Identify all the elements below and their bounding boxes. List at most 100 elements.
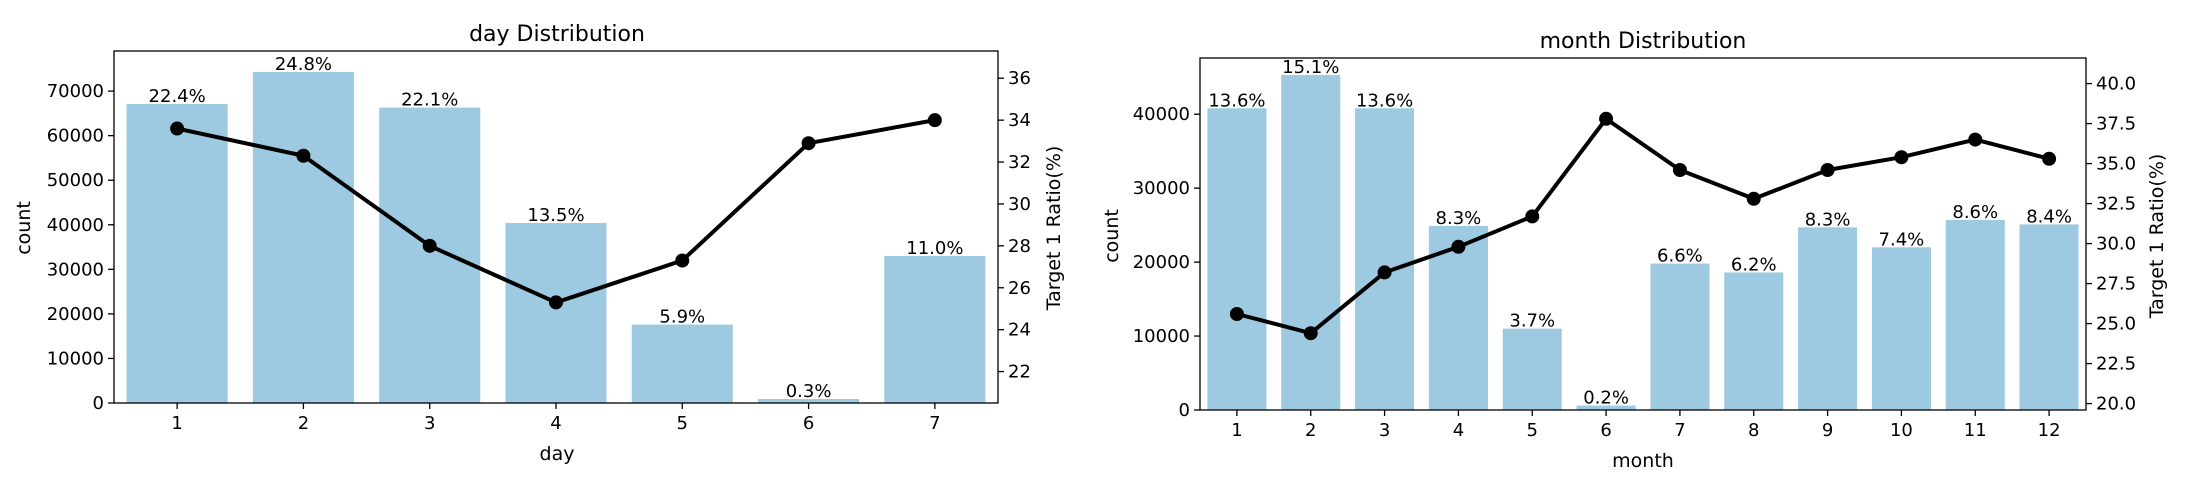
y2-tick-label: 32: [1008, 152, 1031, 173]
x-tick-label: 10: [1890, 420, 1913, 441]
bar-label: 22.1%: [401, 90, 458, 111]
y2-tick-label: 20.0: [2096, 394, 2136, 415]
ratio-point: [1672, 163, 1687, 177]
y-tick-label: 30000: [1133, 178, 1190, 199]
ratio-point: [170, 121, 185, 136]
x-axis-label: day: [540, 443, 575, 465]
bar: [884, 255, 986, 403]
x-tick-label: 2: [1305, 420, 1316, 441]
ratio-line: [1236, 116, 2050, 336]
bar-label: 15.1%: [1282, 57, 1339, 78]
bar-label: 22.4%: [149, 86, 206, 107]
x-tick-label: 4: [550, 413, 561, 434]
y2-tick-label: 34: [1008, 110, 1031, 131]
y2-axis-label: Target 1 Ratio(%): [2146, 154, 2168, 320]
y-axis-label: count: [1101, 209, 1123, 263]
y2-tick-label: 22.5: [2096, 354, 2136, 375]
ratio-point: [927, 113, 942, 128]
bar: [1502, 328, 1562, 410]
ratio-point: [1599, 111, 1614, 126]
y2-tick-label: 37.5: [2096, 114, 2136, 135]
y2-tick-label: 40.0: [2096, 74, 2136, 95]
bar: [126, 104, 228, 404]
x-tick-label: 3: [1379, 420, 1390, 441]
x-tick-label: 7: [1674, 420, 1685, 441]
bar: [1945, 219, 2005, 410]
x-tick-label: 12: [2038, 420, 2061, 441]
bar: [1355, 108, 1415, 411]
bar-label: 3.7%: [1509, 311, 1555, 332]
y2-tick-label: 24: [1008, 320, 1031, 341]
y-tick-label: 0: [1179, 400, 1190, 421]
ratio-point: [1303, 326, 1318, 341]
bar: [1207, 108, 1267, 411]
y-tick-label: 10000: [47, 348, 104, 369]
bar: [1724, 272, 1784, 410]
ratio-point: [1820, 163, 1835, 177]
ratio-point: [1746, 191, 1761, 206]
y-tick-label: 0: [93, 393, 104, 414]
bar: [252, 71, 354, 403]
x-tick-label: 3: [424, 413, 435, 434]
bar-label: 13.5%: [527, 205, 584, 226]
bar-label: 24.8%: [275, 54, 332, 75]
bar: [1650, 263, 1710, 410]
day-distribution-chart: day Distribution day count Target 1 Rati…: [13, 22, 1065, 465]
bar-label: 8.3%: [1805, 209, 1851, 230]
y2-tick-label: 36: [1008, 68, 1031, 89]
ratio-point: [1377, 265, 1392, 280]
bar-label: 8.6%: [1952, 202, 1998, 223]
y-tick-label: 50000: [47, 170, 104, 191]
x-tick-label: 1: [171, 413, 182, 434]
y-tick-label: 20000: [47, 304, 104, 325]
bar: [1576, 405, 1636, 410]
bar-label: 5.9%: [659, 307, 705, 328]
ratio-point: [296, 148, 311, 163]
ratio-point: [801, 136, 816, 151]
bar-label: 0.3%: [786, 381, 832, 402]
x-tick-label: 11: [1964, 420, 1987, 441]
bar-label: 13.6%: [1208, 90, 1265, 111]
bar-label: 11.0%: [906, 238, 963, 259]
x-tick-label: 6: [803, 413, 814, 434]
y2-tick-label: 32.5: [2096, 194, 2136, 215]
y2-tick-label: 22: [1008, 362, 1031, 383]
y-tick-label: 40000: [47, 215, 104, 236]
y2-tick-label: 27.5: [2096, 274, 2136, 295]
ratio-point: [1451, 239, 1466, 254]
x-tick-label: 5: [1527, 420, 1538, 441]
ratio-point: [422, 238, 437, 253]
bar: [631, 324, 733, 403]
bar: [1281, 75, 1341, 411]
bar: [505, 222, 607, 403]
y-axis-label: count: [13, 201, 35, 255]
x-tick-label: 1: [1231, 420, 1242, 441]
bar-label: 6.6%: [1657, 246, 1703, 267]
y-tick-label: 30000: [47, 259, 104, 280]
y2-tick-label: 35.0: [2096, 154, 2136, 175]
y2-axis-label: Target 1 Ratio(%): [1043, 146, 1065, 312]
bar: [1871, 247, 1931, 410]
y-tick-label: 20000: [1133, 252, 1190, 273]
bar: [1428, 225, 1488, 410]
y2-tick-label: 30: [1008, 194, 1031, 215]
y2-tick-label: 30.0: [2096, 234, 2136, 255]
bar-label: 8.3%: [1436, 208, 1482, 229]
x-axis-label: month: [1612, 450, 1674, 472]
x-tick-label: 7: [929, 413, 940, 434]
y-tick-label: 70000: [47, 81, 104, 102]
chart-title: month Distribution: [1540, 29, 1747, 54]
ratio-point: [1968, 132, 1983, 147]
bar: [2019, 224, 2079, 410]
x-tick-label: 6: [1600, 420, 1611, 441]
x-tick-label: 8: [1748, 420, 1759, 441]
x-tick-label: 4: [1453, 420, 1464, 441]
ratio-point: [1894, 150, 1909, 165]
bar: [379, 107, 481, 403]
chart-title: day Distribution: [469, 22, 645, 47]
bar-label: 13.6%: [1356, 90, 1413, 111]
x-tick-label: 2: [298, 413, 309, 434]
bar-label: 0.2%: [1583, 388, 1629, 409]
bar-label: 7.4%: [1879, 229, 1925, 250]
